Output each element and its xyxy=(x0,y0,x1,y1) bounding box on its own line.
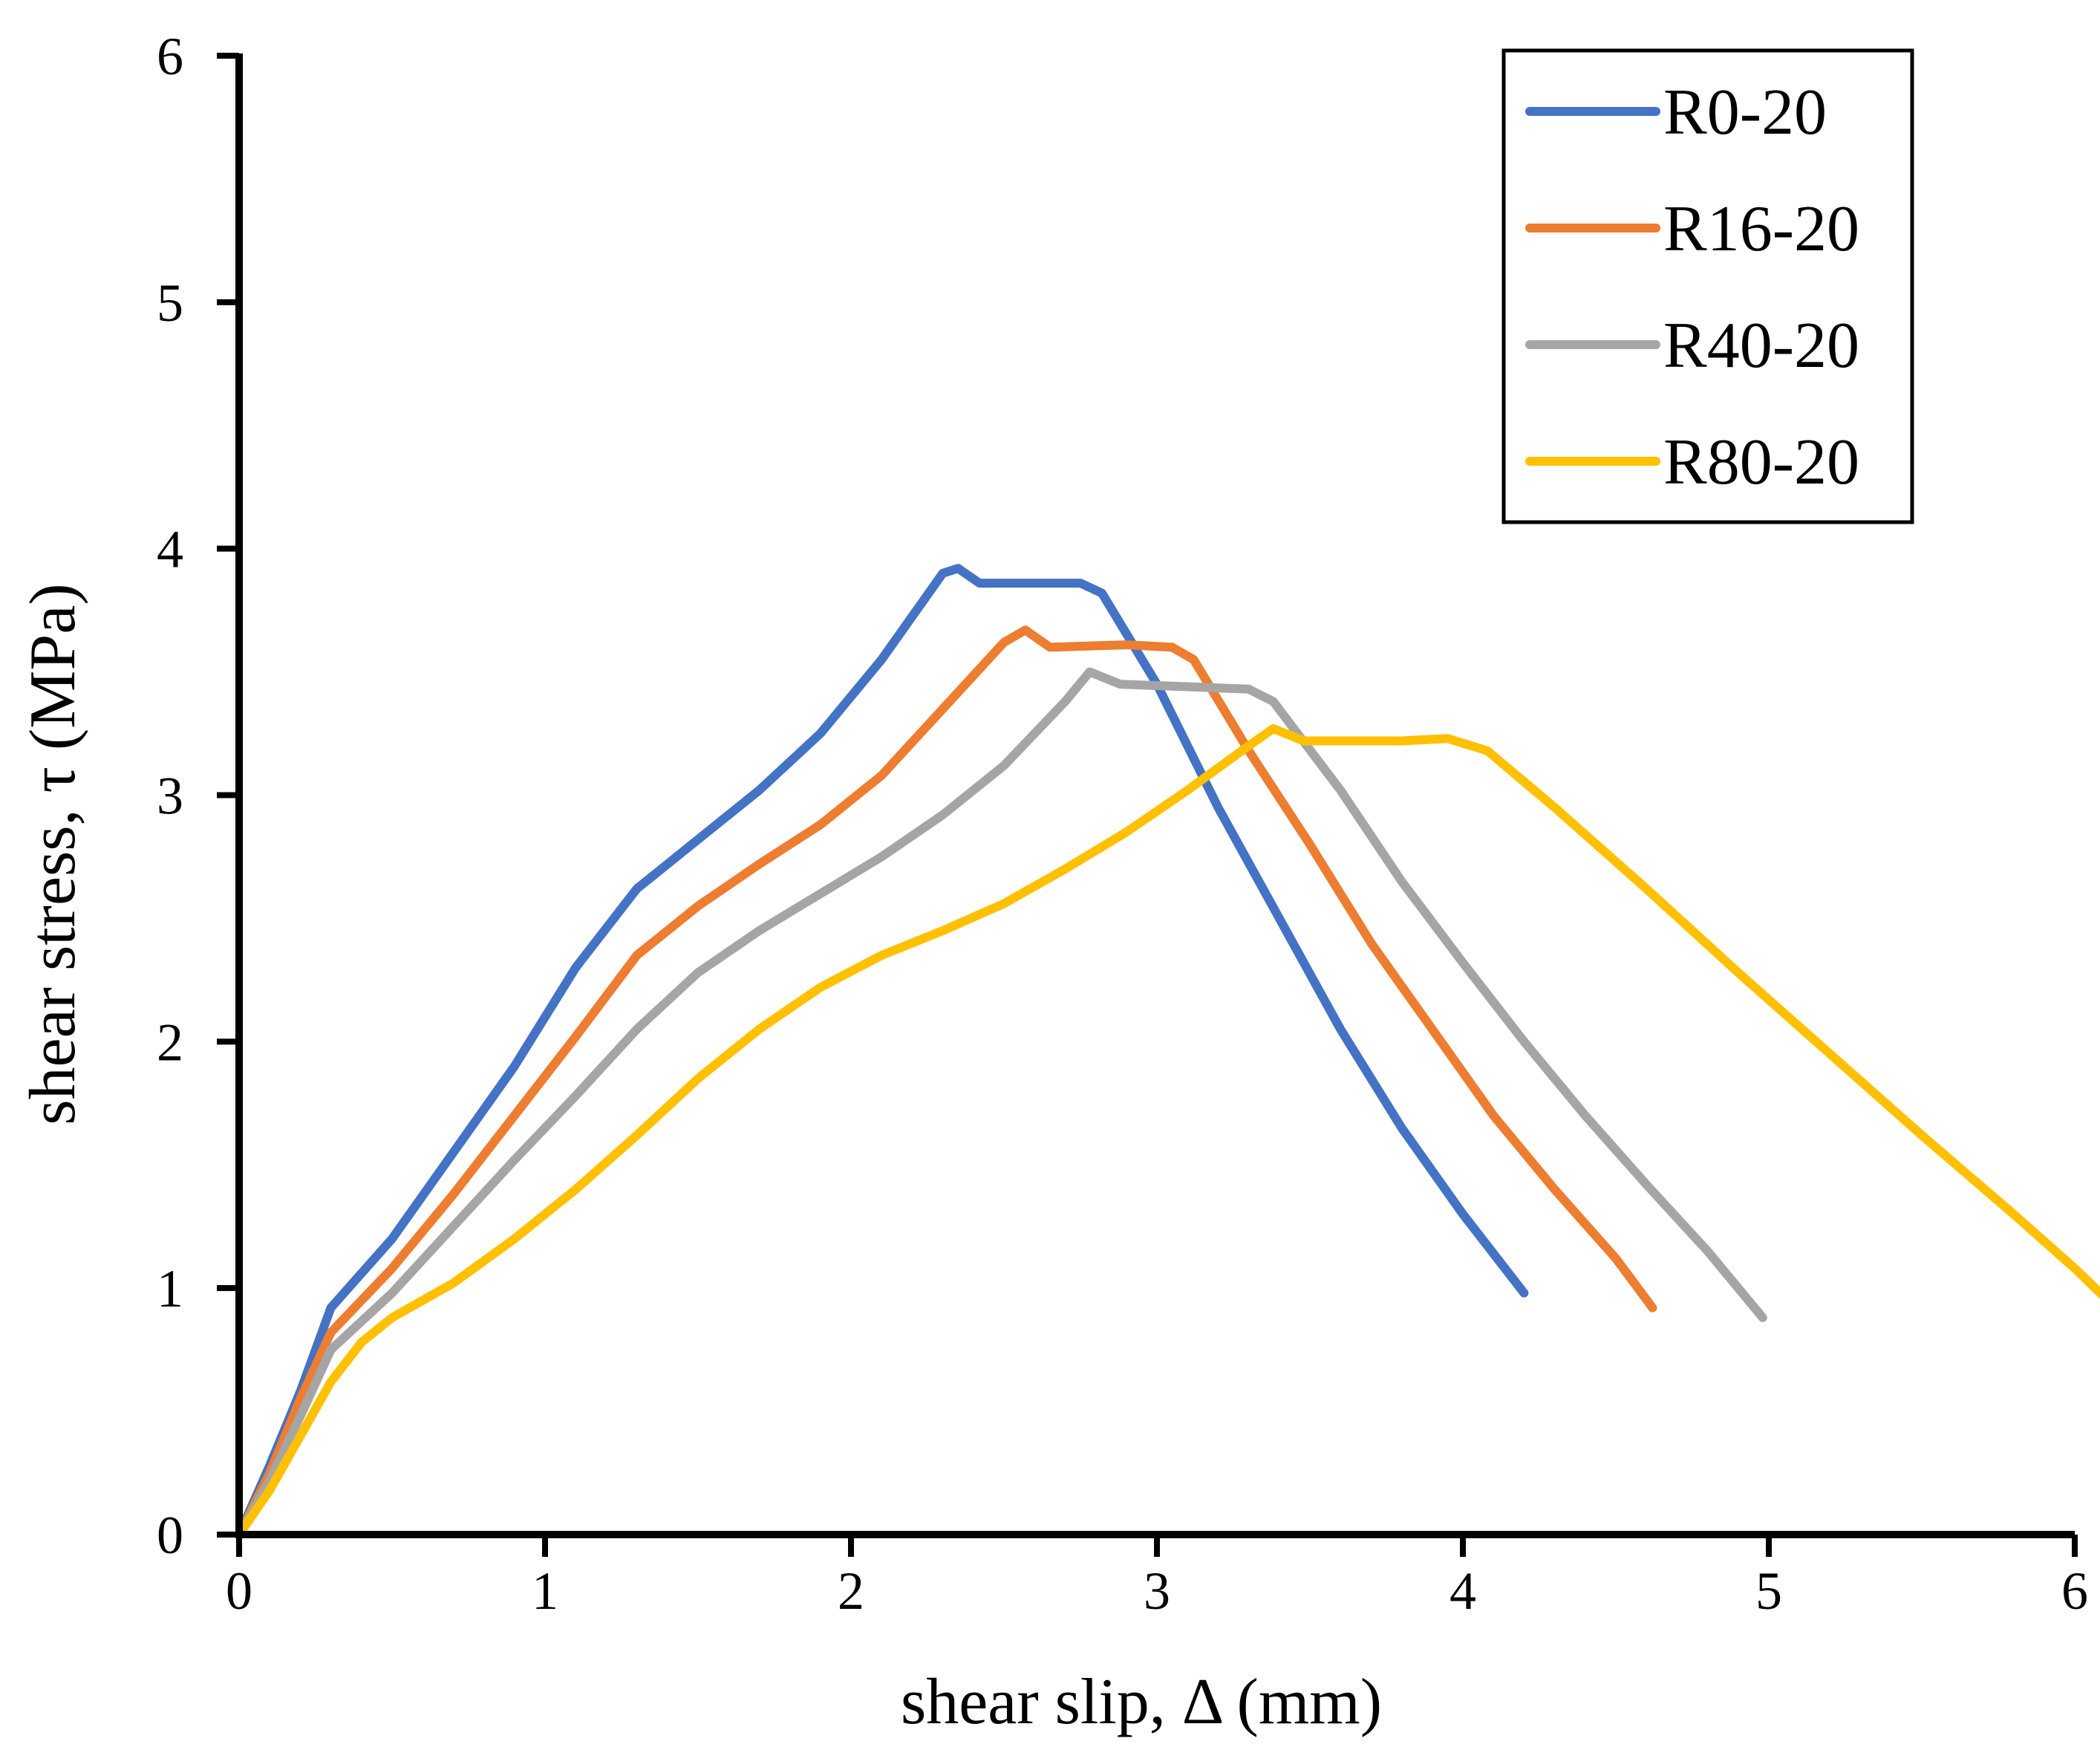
x-tick-label: 6 xyxy=(2061,1561,2088,1621)
legend-label-r40-20: R40-20 xyxy=(1663,310,1859,382)
x-axis-title: shear slip, Δ (mm) xyxy=(901,1666,1382,1738)
shear-stress-slip-chart: 0 1 2 3 4 5 6 0 1 2 3 4 5 6 shear slip, Δ (mm) shear … xyxy=(0,0,2100,1747)
y-tick-label: 1 xyxy=(157,1259,183,1318)
legend: R0-20 R16-20 R40-20 R80-20 xyxy=(1504,51,1912,522)
y-tick-label: 5 xyxy=(157,273,183,333)
y-tick-label: 2 xyxy=(157,1012,183,1072)
legend-label-r80-20: R80-20 xyxy=(1663,426,1859,498)
y-tick-label: 4 xyxy=(157,520,183,579)
x-tick-label: 3 xyxy=(1144,1561,1170,1621)
x-tick-label: 2 xyxy=(838,1561,864,1621)
x-tick-label: 4 xyxy=(1450,1561,1476,1621)
legend-label-r0-20: R0-20 xyxy=(1663,77,1827,149)
y-tick-label: 0 xyxy=(157,1506,183,1565)
x-tick-label: 0 xyxy=(226,1561,252,1621)
y-tick-label: 3 xyxy=(157,767,183,826)
y-axis-title: shear stress, τ (MPa) xyxy=(17,583,89,1125)
x-tick-label: 1 xyxy=(532,1561,558,1621)
x-tick-label: 5 xyxy=(1755,1561,1782,1621)
y-tick-label: 6 xyxy=(157,27,183,86)
legend-label-r16-20: R16-20 xyxy=(1663,193,1859,265)
